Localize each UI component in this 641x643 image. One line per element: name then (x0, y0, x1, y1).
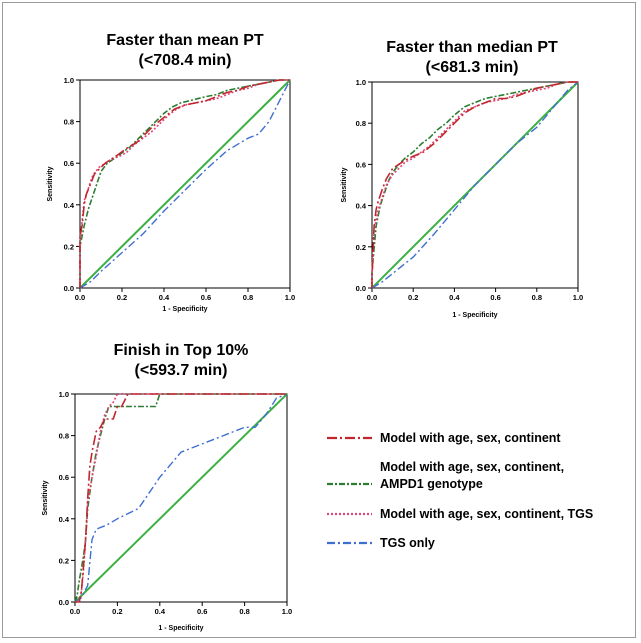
roc-panel-3: Finish in Top 10% (<593.7 min) 0.00.0 0.2 0.… (42, 342, 292, 632)
series-line-m2 (74, 393, 287, 603)
x-axis-label: 1 - Specificity (452, 312, 497, 319)
legend: Model with age, sex, continent Model with… (327, 431, 593, 550)
legend-label-m3: Model with age, sex, continent, TGS (380, 507, 593, 521)
y-tick-label: 1.0 (64, 76, 74, 85)
legend-label-m2: AMPD1 genotype (380, 477, 483, 491)
y-tick-label: 1.0 (59, 390, 69, 399)
series-line-tgs (371, 81, 579, 289)
series-line-ref (74, 393, 288, 603)
y-axis-label: Sensitivity (42, 480, 49, 515)
x-tick-label: 0.8 (532, 293, 542, 302)
y-tick-label: 0.0 (356, 284, 366, 293)
y-axis-label: Sensitivity (47, 166, 54, 201)
series-line-m1 (79, 79, 290, 288)
series-line-m1 (371, 81, 578, 288)
y-tick-label: 0.2 (356, 243, 366, 252)
panel-title-line: (<708.4 min) (139, 52, 232, 69)
x-tick-label: 0.2 (408, 293, 418, 302)
panel-title-line: Faster than median PT (386, 39, 558, 56)
panel-title-line: (<681.3 min) (426, 59, 519, 76)
y-tick-label: 0.4 (64, 201, 75, 210)
x-tick-label: 0.8 (243, 293, 253, 302)
x-tick-label: 0.2 (112, 607, 122, 616)
x-tick-label: 0.0 (75, 293, 85, 302)
series-line-m2 (79, 79, 290, 288)
panel-title-line: Faster than mean PT (106, 32, 264, 49)
series-line-m3 (371, 81, 578, 288)
x-tick-label: 0.6 (201, 293, 211, 302)
legend-label-tgs: TGS only (380, 536, 435, 550)
y-tick-label: 0.4 (356, 202, 367, 211)
x-tick-label: 0.0 (367, 293, 377, 302)
roc-panel-1: Faster than mean PT (<708.4 min) 0.00.0 0.2… (47, 32, 295, 313)
x-axis-label: 1 - Specificity (158, 625, 203, 632)
x-tick-label: 0.4 (159, 293, 170, 302)
roc-panel-2: Faster than median PT (<681.3 min) 0.00.0 0… (341, 39, 583, 319)
y-tick-label: 0.8 (59, 432, 69, 441)
y-tick-label: 0.8 (356, 119, 366, 128)
y-tick-label: 0.2 (59, 556, 69, 565)
legend-label-m2: Model with age, sex, continent, (380, 460, 564, 474)
y-tick-label: 0.0 (59, 598, 69, 607)
y-tick-label: 0.0 (64, 284, 74, 293)
y-tick-label: 0.8 (64, 118, 74, 127)
panel-title-line: Finish in Top 10% (114, 342, 249, 359)
y-tick-label: 0.6 (64, 159, 74, 168)
x-tick-label: 0.8 (239, 607, 249, 616)
panel-title-line: (<593.7 min) (135, 362, 228, 379)
series-line-tgs (74, 393, 288, 603)
x-axis-label: 1 - Specificity (162, 306, 207, 313)
x-tick-label: 1.0 (282, 607, 292, 616)
y-tick-label: 0.6 (59, 473, 69, 482)
x-tick-label: 0.2 (117, 293, 127, 302)
y-tick-label: 1.0 (356, 78, 366, 87)
y-axis-label: Sensitivity (341, 167, 348, 202)
figure-frame (2, 2, 636, 638)
series-line-m3 (75, 393, 287, 603)
x-tick-label: 0.4 (449, 293, 460, 302)
x-tick-label: 0.4 (155, 607, 166, 616)
y-tick-label: 0.6 (356, 160, 366, 169)
x-tick-label: 1.0 (573, 293, 583, 302)
x-tick-label: 0.6 (490, 293, 500, 302)
x-tick-label: 1.0 (285, 293, 295, 302)
legend-label-m1: Model with age, sex, continent (380, 431, 561, 445)
x-tick-label: 0.6 (197, 607, 207, 616)
y-tick-label: 0.4 (59, 515, 70, 524)
x-tick-label: 0.0 (70, 607, 80, 616)
series-line-ref (79, 79, 291, 289)
y-tick-label: 0.2 (64, 242, 74, 251)
